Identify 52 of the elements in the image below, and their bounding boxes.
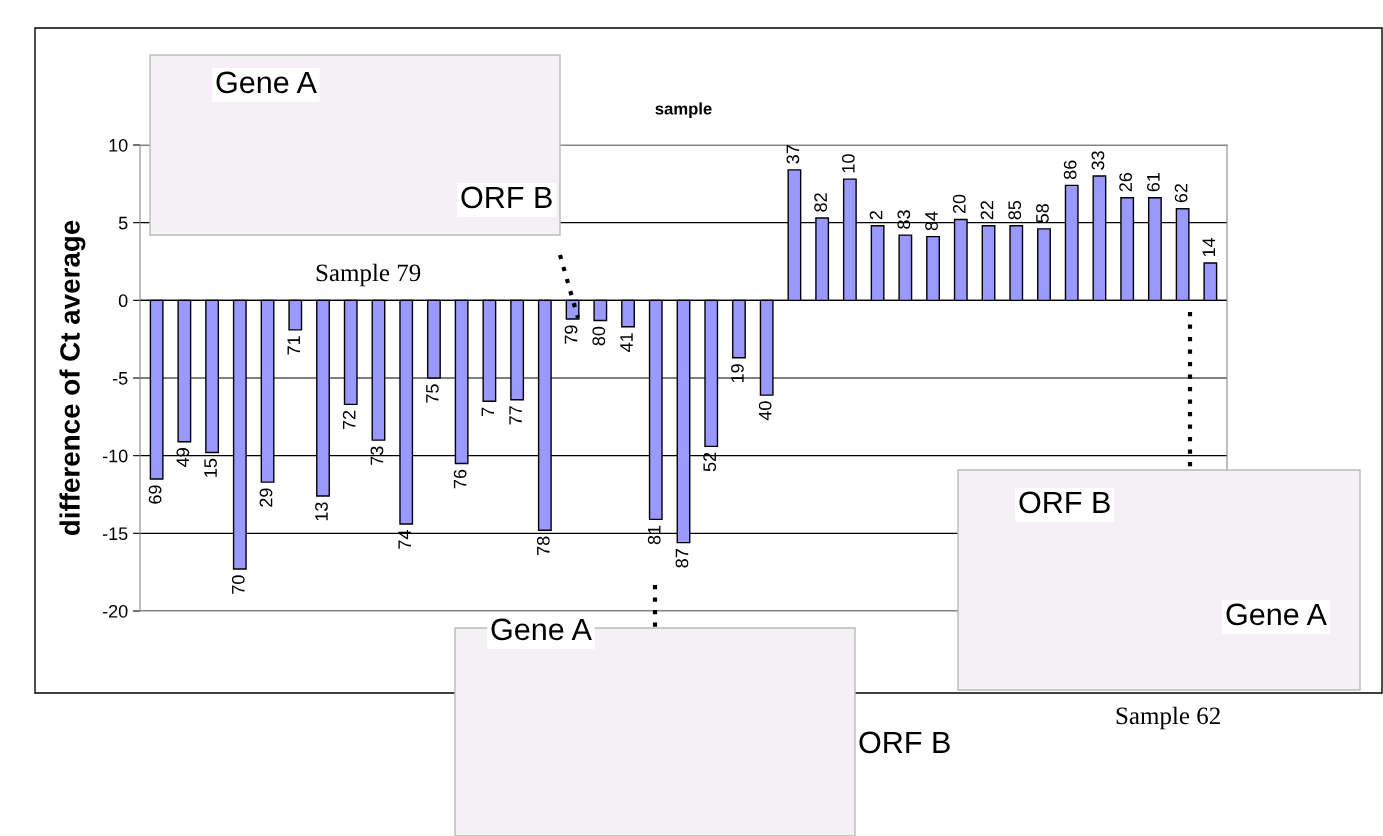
x-tick-label: 40 [758, 401, 772, 421]
x-tick-label: 87 [675, 549, 689, 568]
x-tick-label: 7 [481, 407, 495, 416]
x-tick-label: 29 [259, 488, 273, 507]
x-tick-label: 79 [564, 325, 578, 344]
x-tick-label: 14 [1202, 237, 1216, 257]
x-tick-label: 58 [1036, 204, 1049, 223]
x-tick-label: 80 [592, 326, 606, 346]
y-axis-title: difference of Ct average [59, 220, 86, 536]
x-tick-label: 75 [426, 384, 439, 403]
annotation: ORF B [461, 186, 552, 209]
x-tick-label: 20 [952, 194, 966, 214]
x-tick-label: 61 [1146, 173, 1160, 192]
x-tick-label: 85 [1008, 200, 1022, 220]
x-tick-label: 41 [620, 333, 633, 352]
x-tick-label: 37 [786, 145, 800, 164]
x-tick-label: 70 [231, 575, 245, 594]
x-tick-label: 26 [1119, 172, 1133, 192]
x-tick-label: 15 [204, 458, 217, 477]
x-tick-label: 71 [287, 336, 300, 355]
x-tick-label: 62 [1174, 183, 1188, 203]
x-tick-label: 13 [315, 502, 328, 521]
y-tick-label: -10 [102, 449, 128, 463]
text: Gene A [216, 71, 317, 94]
x-tick-label: 73 [370, 446, 384, 465]
y-tick-label: 5 [118, 216, 128, 230]
x-tick-label: 22 [980, 201, 994, 220]
x-tick-label: 69 [148, 485, 162, 504]
y-tick-label: 0 [118, 294, 128, 308]
annotation: ORF B [1019, 491, 1110, 514]
y-tick-label: 10 [109, 138, 128, 152]
x-tick-label: 81 [647, 525, 661, 545]
y-tick-label: -15 [102, 527, 128, 541]
x-tick-label: 72 [342, 410, 356, 430]
x-tick-label: 2 [869, 211, 883, 220]
text: Sample 62 [1116, 706, 1220, 730]
x-tick-label: 82 [814, 193, 827, 212]
x-tick-label: 77 [509, 406, 522, 425]
x-tick-label: 86 [1063, 160, 1077, 180]
y-tick-label: -5 [112, 372, 128, 385]
x-tick-label: 76 [453, 469, 467, 489]
text: Gene A [491, 618, 592, 641]
x-tick-label: 19 [731, 364, 744, 383]
x-tick-label: 74 [398, 530, 411, 549]
x-tick-label: 33 [1091, 151, 1105, 170]
y-tick-label: -20 [102, 604, 128, 618]
annotation: Sample 79 [316, 263, 421, 287]
x-axis-title: sample [655, 102, 712, 118]
text: ORF B [859, 731, 950, 754]
x-tick-label: 10 [841, 154, 855, 173]
x-tick-label: 78 [536, 536, 550, 555]
annotation: Gene A [1226, 603, 1327, 626]
